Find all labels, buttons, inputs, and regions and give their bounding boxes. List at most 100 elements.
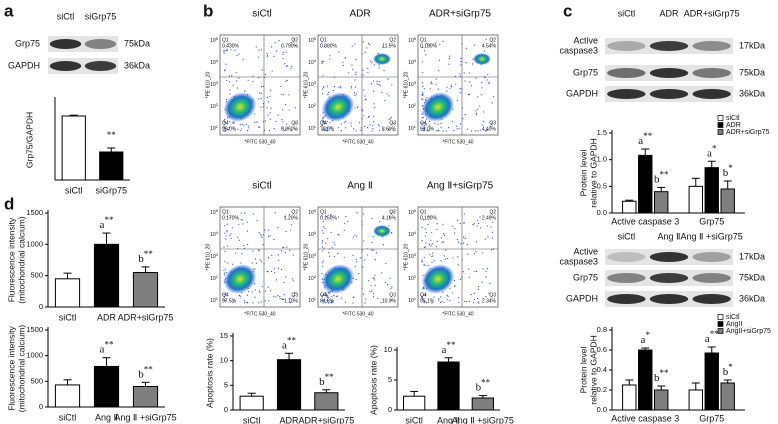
bar <box>688 185 703 214</box>
event-dot <box>422 288 424 290</box>
event-dot <box>476 225 478 227</box>
flow-tick-exp: 3 <box>216 80 219 85</box>
event-dot <box>436 245 438 248</box>
event-dot <box>454 232 456 234</box>
event-dot <box>223 52 225 54</box>
event-dot <box>327 238 329 240</box>
x-tick-label: Active caspase 3 <box>611 413 679 423</box>
event-dot <box>290 42 292 44</box>
event-dot <box>390 116 392 118</box>
event-dot <box>321 93 324 95</box>
event-dot <box>247 243 249 246</box>
event-dot <box>354 266 356 268</box>
blot-band <box>607 41 646 51</box>
event-dot <box>239 130 242 132</box>
event-dot <box>340 85 342 88</box>
event-dot <box>326 293 328 295</box>
sig-stars: * <box>645 330 650 340</box>
event-dot <box>286 79 288 81</box>
blot-row-label: GAPDH <box>8 60 40 70</box>
sig-stars: ** <box>481 378 491 388</box>
event-dot <box>226 79 228 82</box>
event-dot <box>243 245 245 247</box>
event-dot <box>264 73 267 76</box>
event-dot <box>223 293 225 296</box>
flow-tick-exp: 3 <box>414 252 417 257</box>
density-blob <box>373 225 391 237</box>
event-dot <box>479 105 481 107</box>
flow-y-tick: 103 <box>210 80 219 88</box>
event-dot <box>260 86 263 88</box>
blot-column-label: siCtl <box>618 8 636 18</box>
quadrant-value: 78.0% <box>320 126 335 132</box>
event-dot <box>372 277 374 280</box>
density-blob <box>473 53 491 65</box>
event-dot <box>443 255 445 257</box>
event-dot <box>281 127 284 129</box>
event-dot <box>424 294 427 296</box>
event-dot <box>431 261 433 263</box>
event-dot <box>462 118 464 120</box>
blot-band <box>649 41 689 51</box>
x-tick-label: ADR <box>97 312 117 322</box>
event-dot <box>438 59 440 61</box>
flow-y-label: *PE 610_20 <box>205 71 211 98</box>
event-dot <box>231 227 233 229</box>
event-dot <box>355 130 357 132</box>
event-dot <box>363 125 366 127</box>
event-dot <box>446 90 448 92</box>
event-dot <box>360 257 362 259</box>
significance: b* <box>723 163 734 178</box>
event-dot <box>325 242 327 244</box>
event-dot <box>457 256 459 258</box>
event-dot <box>269 118 272 120</box>
event-dot <box>268 229 270 231</box>
event-dot <box>285 51 287 53</box>
quadrant-value: 0.880% <box>320 43 338 49</box>
quadrant-value: 0.860% <box>281 126 299 132</box>
event-dot <box>456 219 459 221</box>
event-dot <box>247 127 250 129</box>
significance: b** <box>654 169 669 184</box>
event-dot <box>455 125 458 127</box>
event-dot <box>241 123 243 125</box>
flow-y-tick: 103 <box>210 252 219 260</box>
event-dot <box>451 292 454 294</box>
event-dot <box>423 128 426 130</box>
event-dot <box>223 296 226 298</box>
event-dot <box>467 253 469 255</box>
blot-row-label: caspase3 <box>559 45 598 55</box>
event-dot <box>428 120 431 122</box>
event-dot <box>423 301 425 304</box>
event-dot <box>382 129 385 131</box>
event-dot <box>330 213 332 216</box>
event-dot <box>238 53 240 55</box>
blot-column-label: siCtl <box>618 231 636 241</box>
event-dot <box>433 296 435 298</box>
event-dot <box>432 252 434 254</box>
event-dot <box>446 86 448 88</box>
event-dot <box>492 95 495 98</box>
quadrant-value: 0.790% <box>281 43 299 49</box>
bar <box>704 352 719 411</box>
event-dot <box>470 294 472 296</box>
flow-tick-base: 10 <box>210 298 216 304</box>
flow-tick-exp: 3 <box>314 80 317 85</box>
event-dot <box>427 223 429 226</box>
event-dot <box>238 239 241 241</box>
event-dot <box>252 75 254 77</box>
event-dot <box>438 299 440 301</box>
sig-letter: a <box>100 219 105 231</box>
significance: ** <box>107 130 117 140</box>
event-dot <box>283 129 285 132</box>
flow-tick-base: 10 <box>308 232 314 238</box>
event-dot <box>471 63 474 65</box>
x-tick-label: Grp75 <box>699 216 724 226</box>
flow-tick-base: 10 <box>308 126 314 132</box>
event-dot <box>392 129 395 132</box>
flow-tick-exp: 4 <box>414 230 417 235</box>
event-dot <box>321 215 323 217</box>
event-dot <box>326 296 328 298</box>
event-dot <box>456 99 458 101</box>
bar <box>622 200 637 214</box>
